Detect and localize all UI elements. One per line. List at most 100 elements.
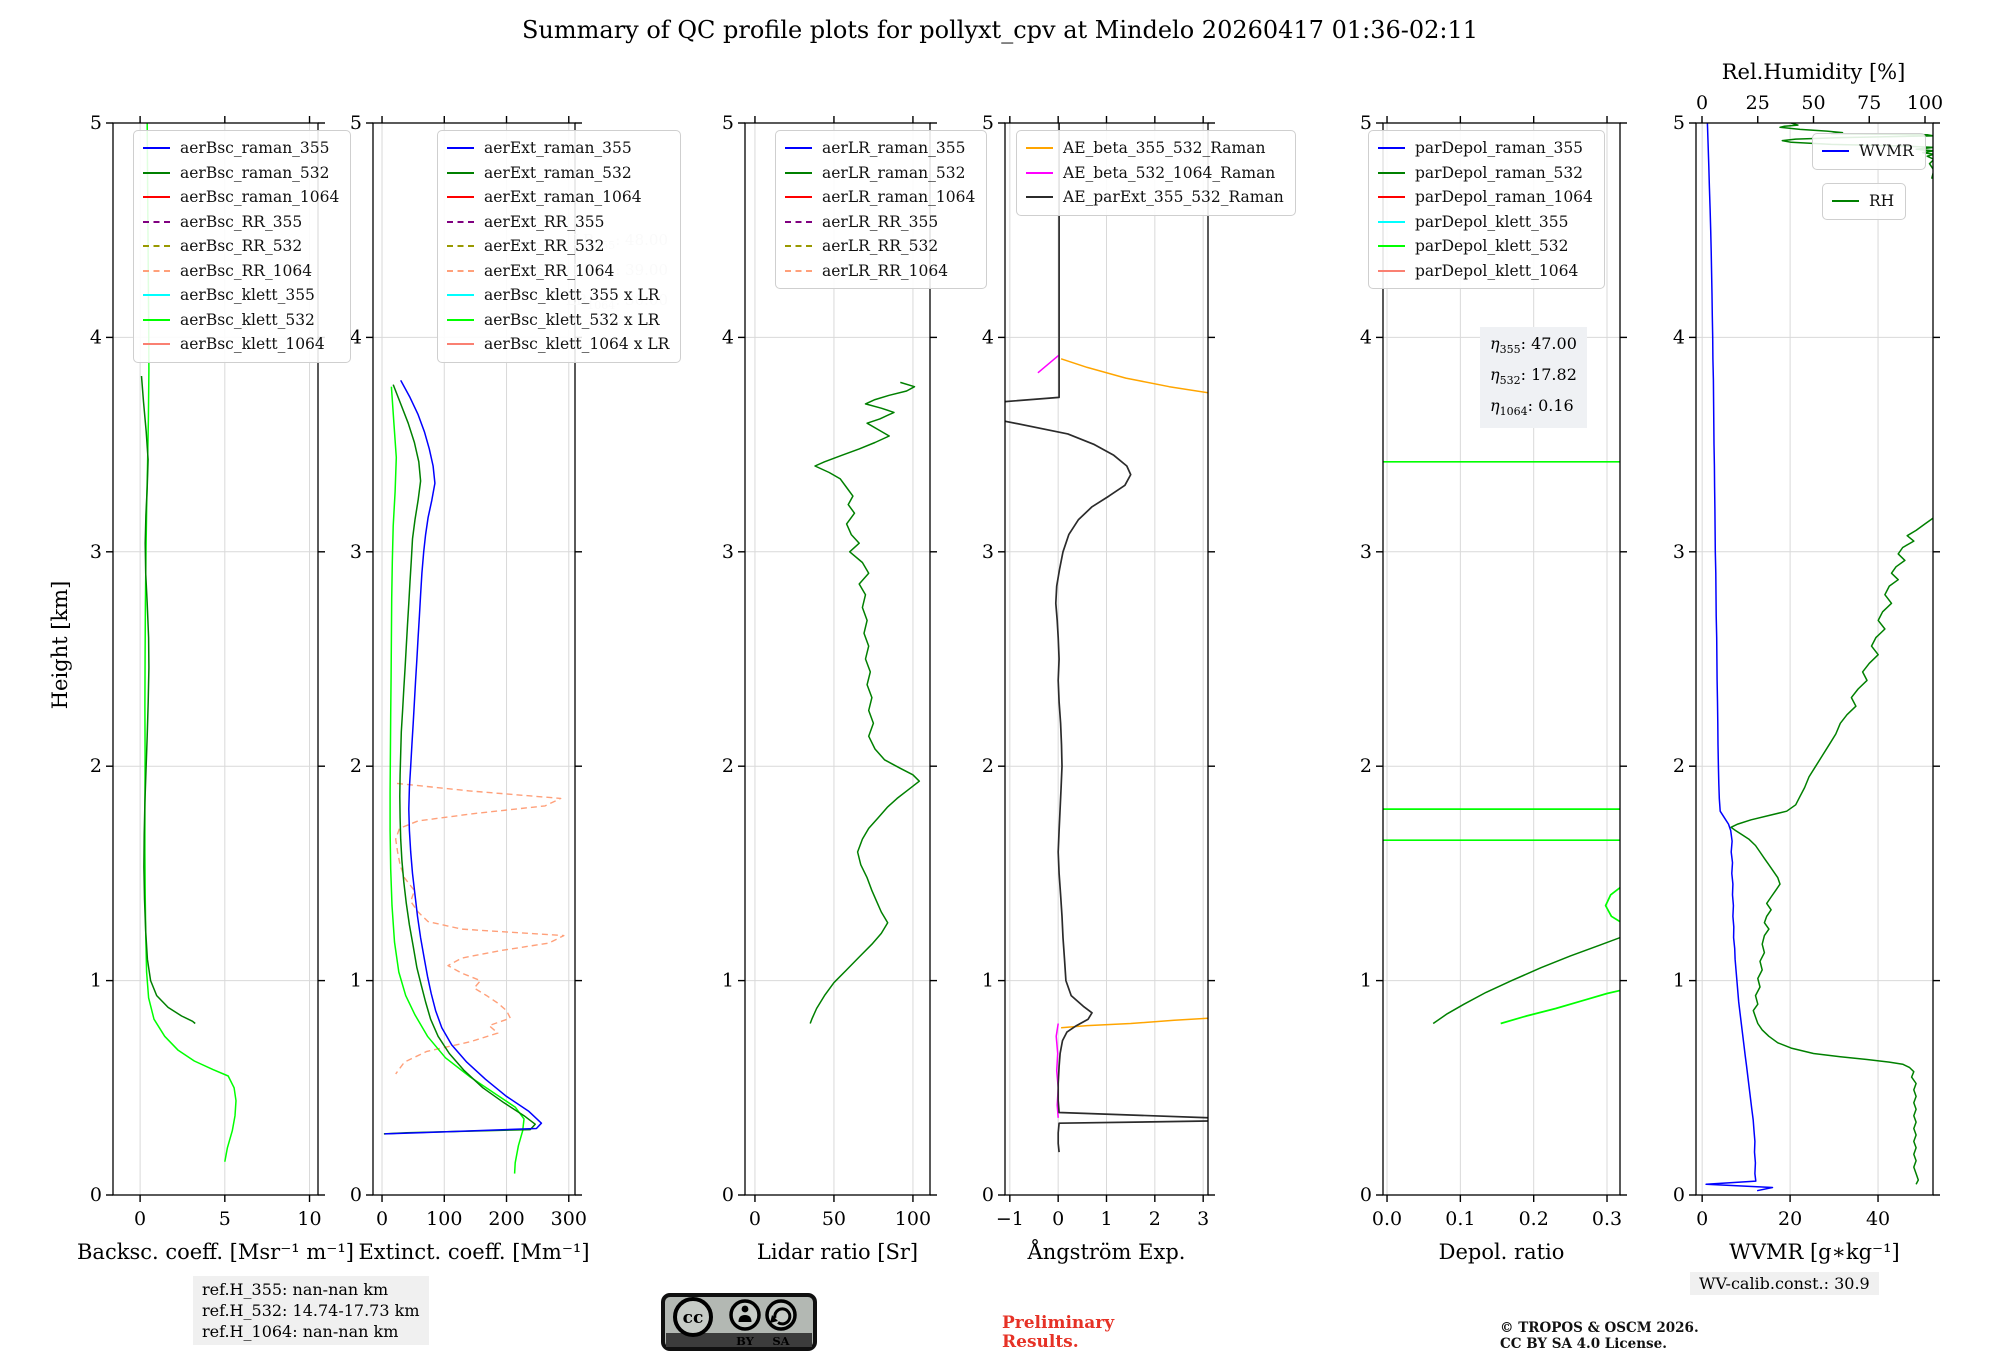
legend-label: aerBsc_raman_1064 [180,188,340,207]
x-axis-label: Depol. ratio [1439,1240,1565,1264]
legend-label: AE_beta_355_532_Raman [1063,139,1266,158]
legend-label: aerBsc_klett_532 [180,310,315,329]
annotation-line: η532: 17.82 [1490,365,1577,387]
legend-entry: aerLR_raman_355 [785,136,975,161]
legend-label: AE_parExt_355_532_Raman [1063,188,1284,207]
reference-height-annotation: ref.H_355: nan-nan km ref.H_532: 14.74-1… [193,1276,429,1345]
svg-text:−1: −1 [996,1208,1024,1230]
legend-label: aerLR_raman_355 [822,139,966,158]
svg-text:0: 0 [90,1184,102,1206]
tick-marks [1689,116,1940,1202]
legend-label: aerExt_raman_1064 [484,188,642,207]
legend-line-sample [143,196,170,199]
legend-line-sample [143,171,170,174]
series-AE_parExt_355_532_Raman [1005,123,1208,1153]
legend-line-sample [785,220,812,223]
axes-frame [1695,122,1934,1196]
legend-entry: parDepol_klett_355 [1378,210,1593,235]
legend-line-sample [1378,269,1405,272]
svg-text:4: 4 [982,326,994,348]
svg-text:3: 3 [1197,1208,1209,1230]
svg-text:0: 0 [1696,1208,1708,1230]
legend-label: aerExt_RR_355 [484,212,605,231]
legend-entry: RH [1832,189,1894,214]
by-label: BY [736,1334,755,1348]
series-aerLR_raman_532 [809,381,921,1024]
svg-text:200: 200 [488,1208,524,1230]
tick-marks [998,116,1215,1202]
svg-text:4: 4 [90,326,102,348]
svg-text:4: 4 [1673,326,1685,348]
legend-label: aerLR_RR_1064 [822,261,949,280]
svg-text:0.3: 0.3 [1592,1208,1622,1230]
svg-text:4: 4 [350,326,362,348]
svg-text:5: 5 [350,112,362,134]
legend-line-sample [447,220,474,223]
svg-text:100: 100 [1907,92,1943,114]
legend-line-sample [1378,196,1405,199]
legend-label: aerLR_raman_532 [822,163,966,182]
legend-label: aerExt_raman_355 [484,139,632,158]
legend-entry: parDepol_raman_1064 [1378,185,1593,210]
eta-calibration-annotation: η355: 47.00 η532: 17.82 η1064: 0.16 [1480,327,1587,428]
legend-label: aerBsc_klett_1064 [180,335,325,354]
legend-entry: parDepol_raman_532 [1378,161,1593,186]
legend-entry: AE_beta_532_1064_Raman [1026,161,1284,186]
series-aerExt_raman_532 [383,384,536,1135]
svg-text:20: 20 [1778,1208,1802,1230]
svg-text:4: 4 [722,326,734,348]
legend-line-sample [1026,171,1053,174]
legend-wvmr: WVMR [1812,133,1926,170]
svg-text:2: 2 [722,755,734,777]
legend-label: aerBsc_klett_355 x LR [484,286,660,305]
svg-text:100: 100 [426,1208,462,1230]
panel-lidar-ratio: 0 50 100 0 1 2 3 4 5 Lidar ratio [Sr] [722,112,937,1264]
legend-label: RH [1869,192,1895,211]
legend-line-sample [785,147,812,150]
svg-text:0.1: 0.1 [1445,1208,1475,1230]
tick-marks [1376,116,1627,1202]
annotation-line: η355: 47.00 [1490,334,1577,356]
svg-text:1: 1 [350,970,362,992]
legend-entry: aerLR_RR_1064 [785,259,975,284]
tick-marks [738,116,937,1202]
top-axis-label: Rel.Humidity [%] [1722,60,1906,84]
legend-line-sample [1832,200,1859,203]
svg-text:5: 5 [90,112,102,134]
legend-label: aerExt_raman_532 [484,163,632,182]
legend-line-sample [1378,245,1405,248]
legend-label: aerBsc_RR_1064 [180,261,313,280]
svg-text:3: 3 [90,541,102,563]
svg-text:1: 1 [90,970,102,992]
legend-line-sample [143,269,170,272]
legend-entry: aerBsc_raman_1064 [143,185,339,210]
svg-text:3: 3 [722,541,734,563]
svg-text:0: 0 [376,1208,388,1230]
svg-text:1: 1 [982,970,994,992]
legend-label: parDepol_raman_355 [1415,139,1584,158]
legend-line-sample [785,171,812,174]
legend-entry: aerBsc_klett_355 x LR [447,283,669,308]
cc-circle-icon [673,1297,713,1337]
legend-entry: WVMR [1822,139,1914,164]
svg-text:0: 0 [982,1184,994,1206]
legend-label: parDepol_klett_532 [1415,237,1569,256]
axes-frame [112,122,319,1196]
legend-line-sample [1026,147,1053,150]
legend-entry: parDepol_klett_532 [1378,234,1593,259]
legend-entry: AE_beta_355_532_Raman [1026,136,1284,161]
x-axis-label: WVMR [g∗kg⁻¹] [1729,1240,1900,1264]
svg-text:1: 1 [722,970,734,992]
svg-text:5: 5 [722,112,734,134]
legend-line-sample [143,294,170,297]
legend-label: aerExt_RR_1064 [484,261,615,280]
svg-text:0: 0 [1052,1208,1064,1230]
legend-line-sample [143,343,170,346]
legend-line-sample [447,318,474,321]
x-axis-label: Extinct. coeff. [Mm⁻¹] [358,1240,589,1264]
